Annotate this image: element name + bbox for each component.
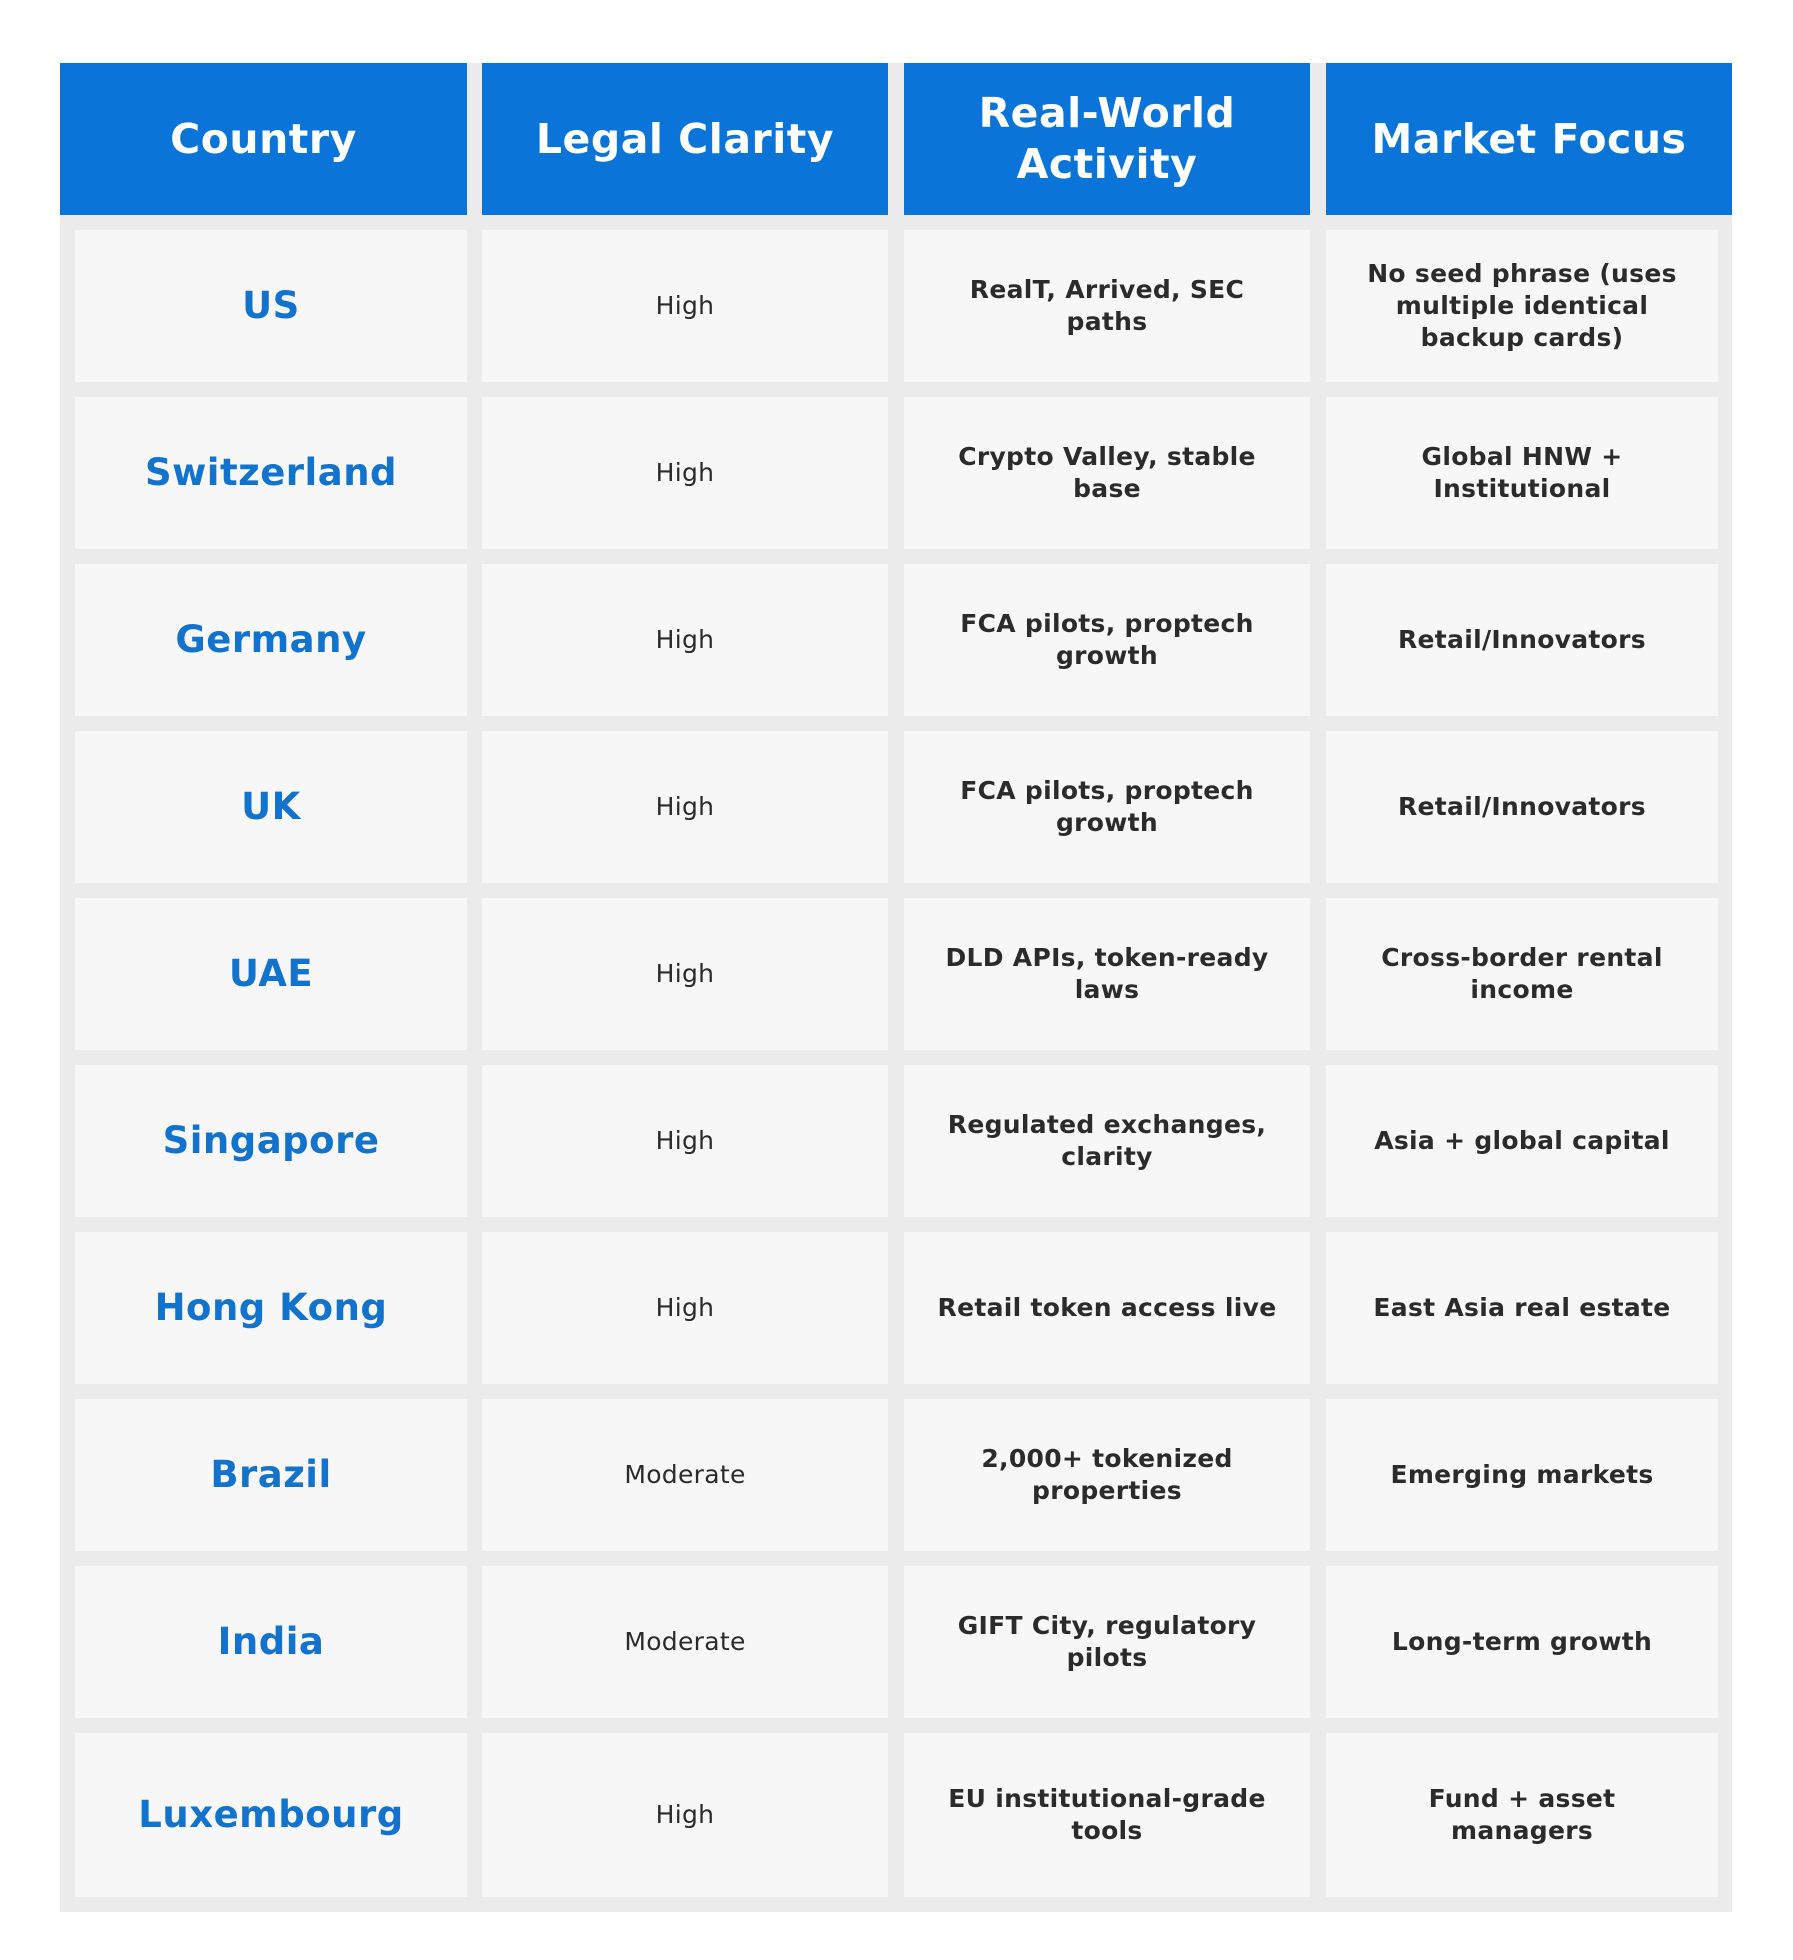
table-row: Germany High FCA pilots, proptech growth… [60,564,1732,716]
comparison-table: Country Legal Clarity Real-World Activit… [60,63,1732,1912]
legal-clarity-cell: Moderate [482,1399,888,1551]
country-cell: Germany [75,564,467,716]
activity-cell: RealT, Arrived, SEC paths [904,230,1310,382]
legal-clarity-cell: High [482,1065,888,1217]
table-header-row: Country Legal Clarity Real-World Activit… [60,63,1732,215]
activity-cell: FCA pilots, proptech growth [904,564,1310,716]
table-row: Switzerland High Crypto Valley, stable b… [60,397,1732,549]
country-cell: Hong Kong [75,1232,467,1384]
activity-cell: Regulated exchanges, clarity [904,1065,1310,1217]
legal-clarity-cell: High [482,564,888,716]
legal-clarity-cell: High [482,230,888,382]
activity-cell: Retail token access live [904,1232,1310,1384]
market-focus-cell: Emerging markets [1326,1399,1718,1551]
header-real-world-activity: Real-World Activity [904,63,1310,215]
activity-cell: DLD APIs, token-ready laws [904,898,1310,1050]
activity-cell: Crypto Valley, stable base [904,397,1310,549]
country-cell: Singapore [75,1065,467,1217]
activity-cell: GIFT City, regulatory pilots [904,1566,1310,1718]
activity-cell: EU institutional-grade tools [904,1733,1310,1897]
legal-clarity-cell: High [482,731,888,883]
country-cell: UK [75,731,467,883]
market-focus-cell: East Asia real estate [1326,1232,1718,1384]
table-row: UK High FCA pilots, proptech growth Reta… [60,731,1732,883]
table-row: US High RealT, Arrived, SEC paths No see… [60,230,1732,382]
header-market-focus: Market Focus [1326,63,1732,215]
table-row: Luxembourg High EU institutional-grade t… [60,1733,1732,1897]
activity-cell: FCA pilots, proptech growth [904,731,1310,883]
market-focus-cell: Global HNW + Institutional [1326,397,1718,549]
table-row: India Moderate GIFT City, regulatory pil… [60,1566,1732,1718]
header-country: Country [60,63,467,215]
country-cell: Brazil [75,1399,467,1551]
table-row: Hong Kong High Retail token access live … [60,1232,1732,1384]
legal-clarity-cell: High [482,1733,888,1897]
table-row: UAE High DLD APIs, token-ready laws Cros… [60,898,1732,1050]
header-legal-clarity: Legal Clarity [482,63,888,215]
market-focus-cell: Fund + asset managers [1326,1733,1718,1897]
market-focus-cell: Retail/Innovators [1326,731,1718,883]
market-focus-cell: Asia + global capital [1326,1065,1718,1217]
country-cell: India [75,1566,467,1718]
legal-clarity-cell: High [482,397,888,549]
country-cell: UAE [75,898,467,1050]
table-row: Singapore High Regulated exchanges, clar… [60,1065,1732,1217]
country-cell: Switzerland [75,397,467,549]
country-cell: Luxembourg [75,1733,467,1897]
market-focus-cell: Cross-border rental income [1326,898,1718,1050]
market-focus-cell: Retail/Innovators [1326,564,1718,716]
market-focus-cell: Long-term growth [1326,1566,1718,1718]
country-cell: US [75,230,467,382]
legal-clarity-cell: High [482,1232,888,1384]
legal-clarity-cell: Moderate [482,1566,888,1718]
legal-clarity-cell: High [482,898,888,1050]
table-row: Brazil Moderate 2,000+ tokenized propert… [60,1399,1732,1551]
market-focus-cell: No seed phrase (uses multiple identical … [1326,230,1718,382]
activity-cell: 2,000+ tokenized properties [904,1399,1310,1551]
